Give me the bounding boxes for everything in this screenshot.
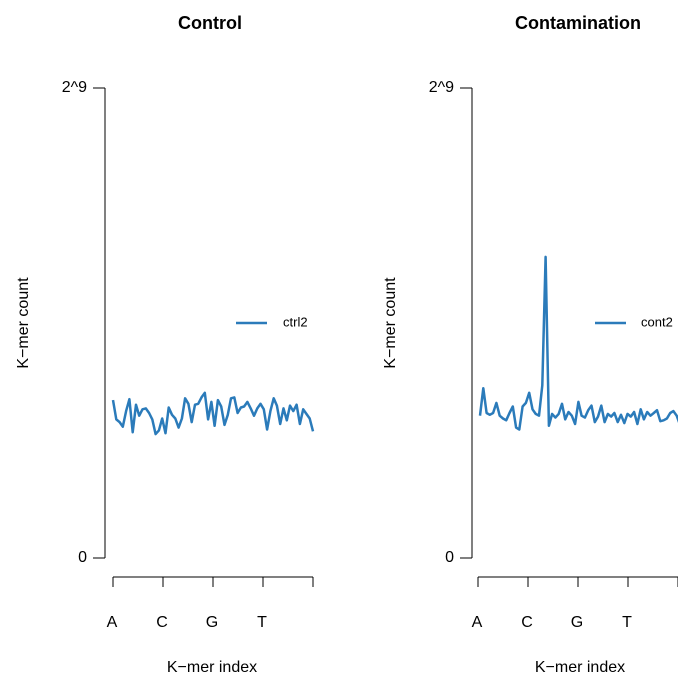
x-tick-label: G	[571, 614, 583, 631]
legend-label: cont2	[641, 314, 673, 329]
y-axis-title: K−mer count	[382, 277, 399, 369]
y-tick-label: 2^9	[62, 79, 87, 96]
chart-panel-1: Control 0 2^9 K−mer count A C G T K−mer index ctr…	[15, 13, 315, 675]
y-axis-title: K−mer count	[15, 277, 32, 369]
x-tick-label: T	[622, 614, 632, 631]
x-tick-label: A	[472, 614, 483, 631]
series-line-cont2	[478, 255, 678, 431]
x-tick-label: C	[521, 614, 533, 631]
y-tick-label: 2^9	[429, 79, 454, 96]
y-tick-label: 0	[445, 549, 454, 566]
x-axis-title: K−mer index	[535, 659, 625, 675]
x-axis-title: K−mer index	[167, 659, 257, 675]
y-tick-label: 0	[78, 549, 87, 566]
chart-title: Control	[178, 13, 242, 33]
chart-panel-2: Contamination 0 2^9 K−mer count A C G T K−mer in…	[382, 13, 678, 675]
x-tick-label: A	[107, 614, 118, 631]
x-tick-label: T	[257, 614, 267, 631]
chart-title: Contamination	[515, 13, 641, 33]
legend-label: ctrl2	[283, 314, 308, 329]
series-line-ctrl2	[111, 391, 315, 436]
x-tick-label: C	[156, 614, 168, 631]
x-tick-label: G	[206, 614, 218, 631]
